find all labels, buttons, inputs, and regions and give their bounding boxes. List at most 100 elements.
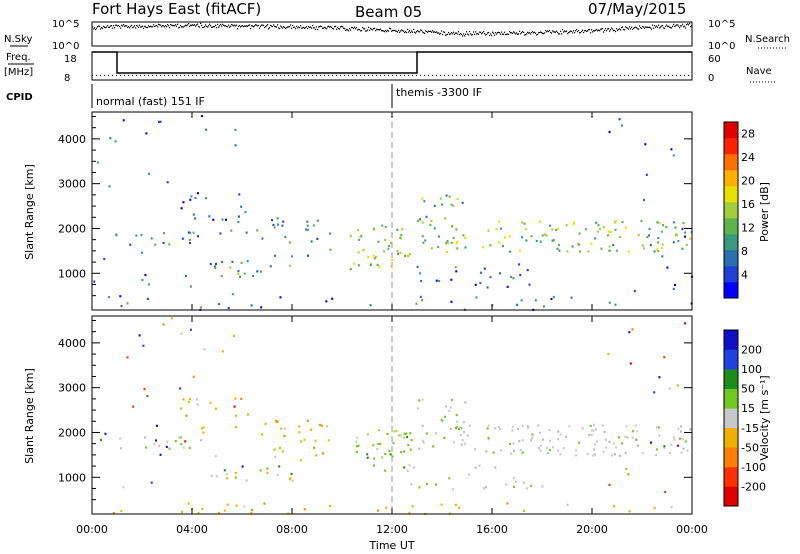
noise-point [206,25,208,28]
power-cell [353,262,356,265]
velocity-cell [521,424,524,428]
noise-point [255,24,257,26]
power-cell [310,240,313,243]
velocity-cell [378,442,381,446]
velocity-cell [180,407,183,410]
noise-point [501,31,503,33]
noise-point [307,27,309,30]
power-cell [205,197,208,200]
velocity-cell [494,427,497,430]
power-cell [430,219,433,223]
velocity-cell [400,451,403,454]
velocity-cell [650,441,653,444]
velocity-cell [454,503,457,506]
noise-point [150,25,152,28]
velocity-cell [512,477,515,480]
noise-point [270,24,272,27]
noise-point [524,34,526,36]
noise-point [373,27,375,30]
velocity-cell [104,432,107,435]
noise-point [248,24,250,27]
noise-point [478,33,480,35]
power-cell [535,239,538,243]
noise-point [343,27,345,29]
velocity-cell [234,426,237,429]
noise-point [470,33,472,35]
colorbar-segment [724,408,738,429]
noise-point [496,33,498,35]
velocity-cell [516,427,519,431]
noise-point [298,26,300,28]
noise-point [264,26,266,29]
velocity-cell [546,446,549,449]
velocity-cell [523,509,526,513]
velocity-cell [497,425,500,429]
noise-point [579,32,581,34]
power-cell [384,238,387,242]
power-cell [261,237,264,240]
noise-point [380,28,382,30]
noise-point [330,26,332,28]
noise-point [313,27,315,29]
velocity-cell [155,424,158,427]
power-cell [498,241,501,244]
noise-point [257,25,259,27]
power-cell [269,265,272,268]
velocity-cell [406,435,409,439]
velocity-cell [159,453,162,456]
power-cell [503,236,506,239]
power-cell [525,239,528,242]
noise-point [116,24,118,26]
noise-point [595,29,597,31]
velocity-cell [434,432,437,435]
power-colorbar-tick: 4 [741,269,748,282]
velocity-cell [578,441,581,444]
velocity-cell [146,394,149,398]
noise-point [364,28,366,30]
power-cell [360,234,363,237]
noise-point [344,28,346,30]
noise-point [154,25,156,28]
colorbar-segment [724,202,738,219]
noise-point [137,25,139,27]
noise-point [642,25,644,28]
noise-point [365,30,367,32]
power-cell [422,241,425,244]
power-cell [181,237,184,240]
velocity-cell [680,425,683,428]
noise-point [369,29,371,31]
noise-point [138,26,140,29]
power-cell [475,296,478,299]
noise-point [510,32,512,34]
noise-point [360,30,362,32]
noise-point [337,26,339,28]
noise-point [122,25,124,27]
noise-point [199,26,201,28]
velocity-cell [320,424,323,427]
noise-point [503,33,505,35]
velocity-cell [611,454,614,457]
noise-point [612,28,614,30]
power-cell [329,248,332,251]
velocity-cell [226,503,229,506]
noise-point [540,31,542,33]
velocity-cell [383,469,386,472]
noise-point [156,24,158,27]
power-cell [274,254,277,257]
power-cell [482,246,485,249]
power-cell [273,226,276,229]
velocity-cell [541,438,544,441]
noise-point [201,24,203,26]
noise-point [287,26,289,28]
velocity-cell [399,434,402,437]
velocity-cell [595,440,598,443]
power-cell [657,249,660,253]
noise-point [463,33,465,35]
power-cell [607,234,610,237]
velocity-cell [548,449,551,452]
noise-point [602,27,604,30]
noise-point [493,32,495,34]
colorbar-segment [724,330,738,350]
power-cell [162,241,165,245]
